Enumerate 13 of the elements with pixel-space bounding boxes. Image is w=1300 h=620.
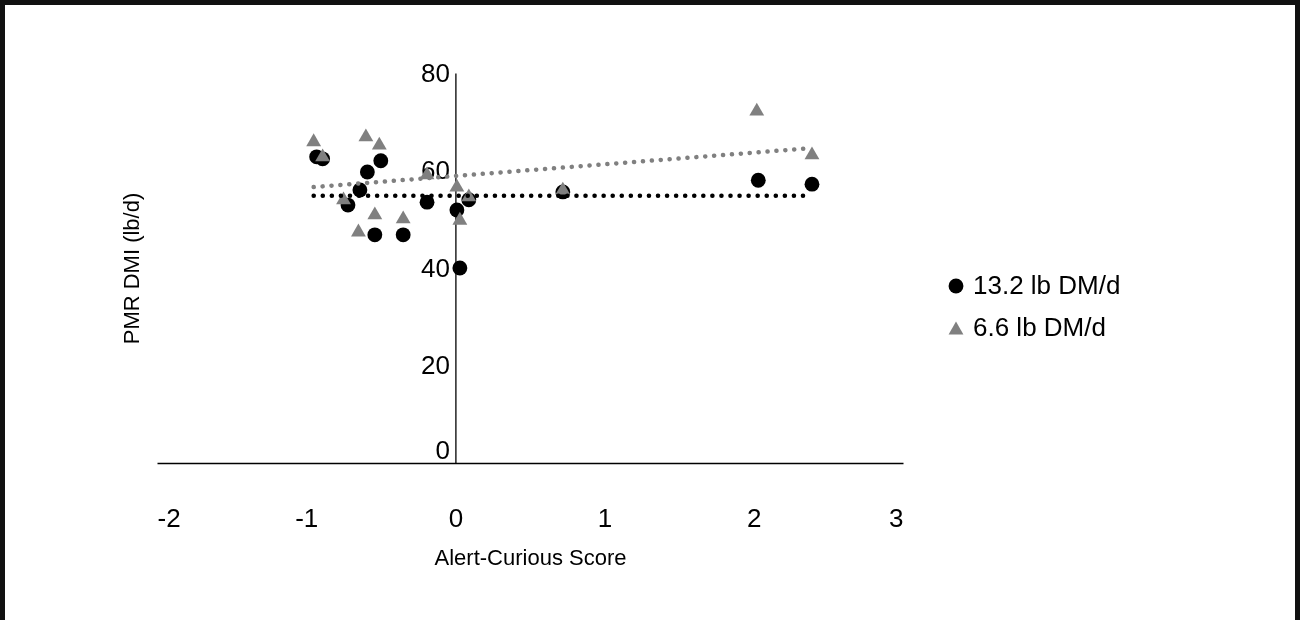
legend-label: 6.6 lb DM/d: [973, 312, 1106, 342]
x-tick-label: -2: [157, 502, 181, 533]
y-tick-label: 40: [420, 252, 450, 283]
y-tick-label: 80: [420, 57, 450, 88]
x-tick-label: 1: [597, 502, 613, 533]
x-axis-title: Alert-Curious Score: [434, 544, 627, 570]
x-tick-label: 3: [889, 502, 904, 533]
x-tick-label: 2: [747, 502, 762, 533]
y-tick-label: 0: [435, 434, 450, 465]
legend-label: 13.2 lb DM/d: [973, 270, 1121, 300]
x-tick-label: -1: [295, 502, 319, 533]
y-tick-label: 20: [420, 350, 450, 380]
y-axis-title: PMR DMI (lb/d): [118, 192, 144, 345]
